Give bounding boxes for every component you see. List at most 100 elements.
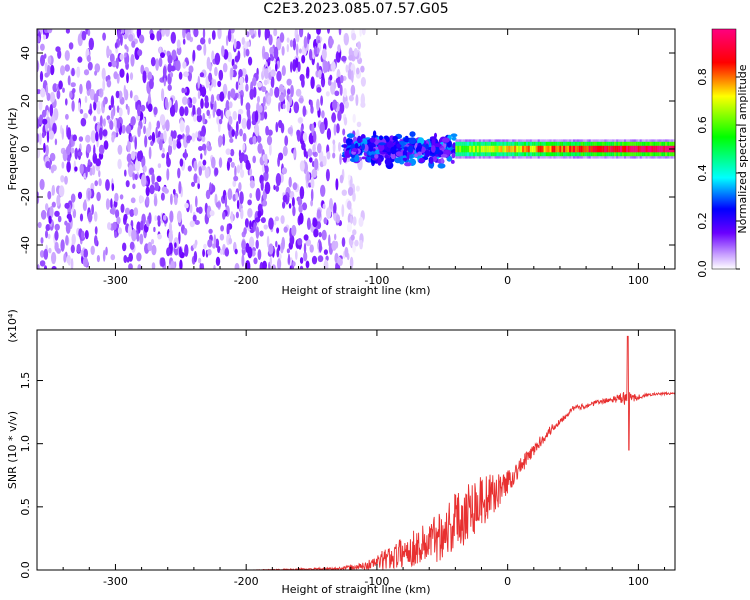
spectrogram-cell <box>137 49 143 57</box>
spectrogram-cell <box>334 233 337 241</box>
spectrogram-cell <box>227 51 233 63</box>
spectrogram-cell <box>201 263 205 269</box>
spectrogram-cell <box>61 161 65 169</box>
spectrogram-cell <box>218 118 223 125</box>
spectrogram-cell <box>366 156 373 162</box>
spectrogram-cell <box>239 128 243 137</box>
spectrogram-cell <box>160 192 165 201</box>
spectrogram-cell <box>202 112 206 125</box>
spectrogram-cell <box>325 91 330 97</box>
spectrogram-cell <box>588 145 592 153</box>
spectrogram-cell <box>140 104 146 112</box>
spectrogram-cell <box>200 37 206 45</box>
spectrogram-cell <box>151 172 155 185</box>
spectrogram-cell <box>175 60 181 72</box>
spectrogram-cell <box>45 84 49 97</box>
spectrogram-cell <box>332 99 338 110</box>
spectrogram-cell <box>134 158 141 172</box>
spectrogram-cell <box>50 165 55 174</box>
spectrogram-cell <box>66 127 72 140</box>
spectrogram-cell <box>147 103 153 112</box>
spectrogram-cell <box>263 79 268 86</box>
spectrogram-cell <box>176 46 182 56</box>
spectrogram-cell <box>76 243 81 253</box>
spectrogram-cell <box>67 75 71 86</box>
spectrogram-cell <box>441 137 450 143</box>
spectrogram-cell <box>37 221 42 229</box>
spectrogram-cell <box>132 172 136 181</box>
y-tick-label: 0.0 <box>19 561 32 579</box>
spectrogram-cell <box>40 54 45 67</box>
spectrogram-cell <box>207 239 213 248</box>
spectrogram-cell <box>99 115 103 127</box>
spectrogram-cell <box>98 144 105 155</box>
spectrogram-cell <box>602 145 605 153</box>
spectrogram-cell <box>245 102 251 111</box>
spectrogram-cell <box>142 70 147 84</box>
spectrogram-cell <box>573 145 576 153</box>
spectrogram-cell <box>429 156 434 165</box>
spectrogram-cell <box>618 145 621 153</box>
spectrogram-cell <box>283 226 288 233</box>
spectrogram-cell <box>347 200 352 210</box>
spectrogram-cell <box>153 106 158 116</box>
spectrogram-cell <box>174 99 178 113</box>
spectrogram-cell <box>70 193 76 203</box>
spectrogram-cell <box>98 170 101 178</box>
spectrogram-cell <box>308 33 311 40</box>
spectrogram-cell <box>234 130 238 140</box>
spectrogram-cell <box>221 45 225 57</box>
spectrogram-cell <box>340 74 344 84</box>
spectrogram-cell <box>316 62 320 72</box>
spectrogram-cell <box>667 145 670 153</box>
spectrogram-cell <box>473 145 476 153</box>
spectrogram-cell <box>299 186 305 200</box>
spectrogram-cell <box>214 66 218 77</box>
spectrogram-cell <box>50 64 55 76</box>
spectrogram-cell <box>43 142 46 153</box>
spectrogram-cell <box>576 145 580 153</box>
snr-scale-label: (x10⁴) <box>6 309 19 343</box>
spectrogram-cell <box>169 104 176 117</box>
spectrogram-cell <box>96 123 101 133</box>
spectrogram-cell <box>70 258 74 269</box>
spectrogram-cell <box>233 175 239 182</box>
spectrogram-cell <box>56 194 61 207</box>
spectrogram-cell <box>118 90 123 100</box>
spectrogram-cell <box>241 37 245 45</box>
spectrogram-cell <box>297 238 303 246</box>
spectrogram-cell <box>176 210 182 223</box>
spectrogram-cell <box>284 135 289 146</box>
spectrogram-cell <box>275 121 279 133</box>
spectrogram-cell <box>641 145 645 153</box>
spectrogram-cell <box>490 145 494 153</box>
spectrogram-cell <box>298 204 303 213</box>
spectrogram-cell <box>311 255 318 265</box>
spectrogram-cell <box>40 237 44 244</box>
spectrogram-cell <box>179 106 185 117</box>
snr-series-line <box>37 335 675 570</box>
spectrogram-cell <box>197 206 203 214</box>
spectrogram-cell <box>121 29 125 34</box>
spectrogram-cell <box>553 145 556 153</box>
spectrogram-cell <box>51 201 56 208</box>
spectrogram-cell <box>173 195 178 206</box>
spectrogram-cell <box>39 260 46 267</box>
spectrogram-cell <box>471 145 474 153</box>
spectrogram-cell <box>184 148 187 161</box>
spectrogram-cell <box>486 145 490 153</box>
spectrogram-cell <box>303 251 308 262</box>
spectrogram-cell <box>117 227 122 235</box>
spectrogram-cell <box>87 61 93 71</box>
spectrogram-cell <box>249 220 252 230</box>
spectrogram-cell <box>45 144 49 157</box>
spectrogram-cell <box>101 67 106 81</box>
spectrogram-cell <box>257 143 263 154</box>
spectrogram-cell <box>557 145 560 153</box>
spectrogram-cell <box>311 168 318 178</box>
spectrogram-cell <box>516 145 519 153</box>
spectrogram-cell <box>291 224 297 237</box>
spectrogram-cell <box>342 128 346 136</box>
spectrogram-cell <box>633 145 637 153</box>
spectrogram-cell <box>263 68 269 80</box>
